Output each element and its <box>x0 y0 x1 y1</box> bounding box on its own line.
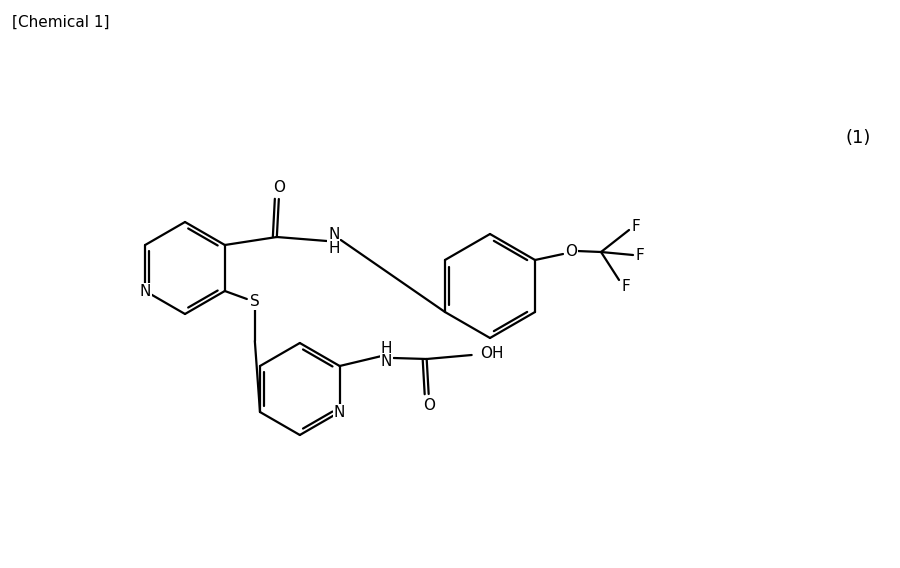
Text: H: H <box>381 340 392 356</box>
Text: S: S <box>250 294 260 308</box>
Text: (1): (1) <box>845 129 870 147</box>
Text: H: H <box>328 240 339 256</box>
Text: F: F <box>622 278 630 294</box>
Text: N: N <box>334 404 346 420</box>
Text: O: O <box>273 179 284 194</box>
Text: O: O <box>565 244 577 258</box>
Text: N: N <box>140 283 151 299</box>
Text: [Chemical 1]: [Chemical 1] <box>12 15 110 30</box>
Text: F: F <box>632 219 641 233</box>
Text: N: N <box>328 227 339 241</box>
Text: OH: OH <box>480 345 503 361</box>
Text: F: F <box>635 248 644 262</box>
Text: O: O <box>423 399 435 414</box>
Text: N: N <box>381 353 392 369</box>
